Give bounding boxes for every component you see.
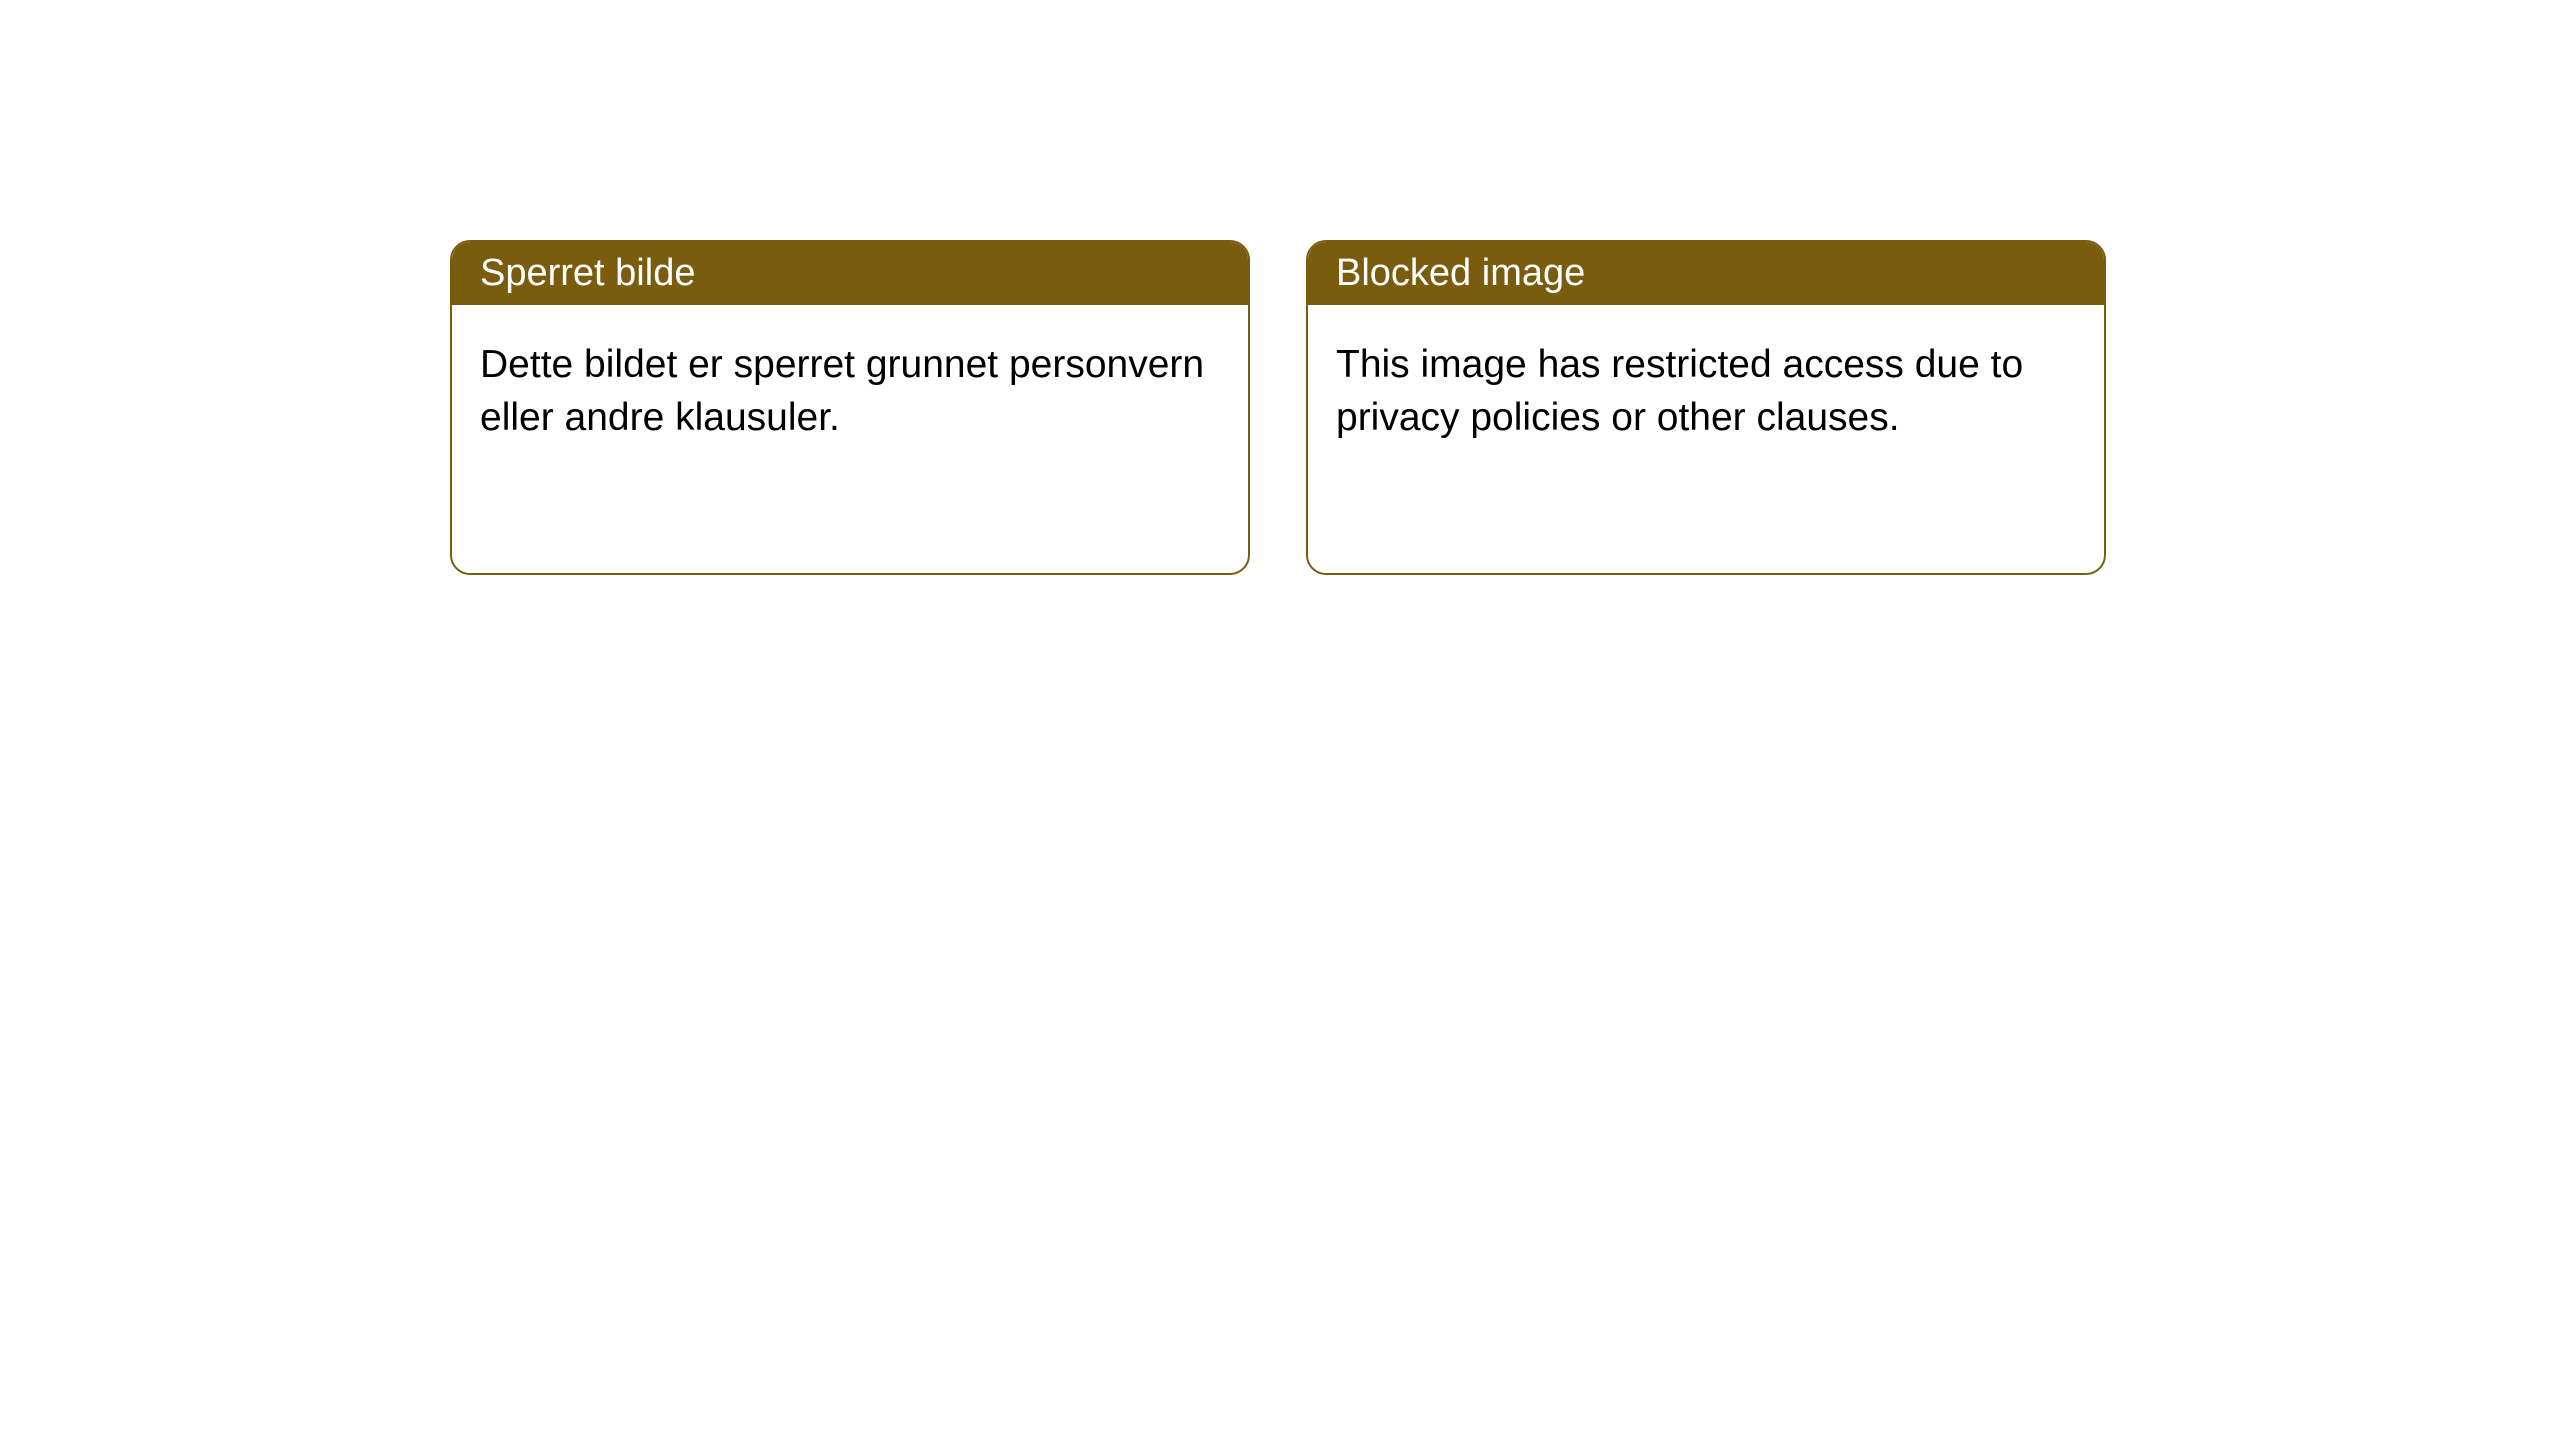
notice-card-english: Blocked image This image has restricted … — [1306, 240, 2106, 575]
notice-title: Sperret bilde — [452, 242, 1248, 305]
notice-card-norwegian: Sperret bilde Dette bildet er sperret gr… — [450, 240, 1250, 575]
notice-body: This image has restricted access due to … — [1308, 305, 2104, 478]
notice-body: Dette bildet er sperret grunnet personve… — [452, 305, 1248, 478]
notice-container: Sperret bilde Dette bildet er sperret gr… — [0, 0, 2560, 575]
notice-title: Blocked image — [1308, 242, 2104, 305]
